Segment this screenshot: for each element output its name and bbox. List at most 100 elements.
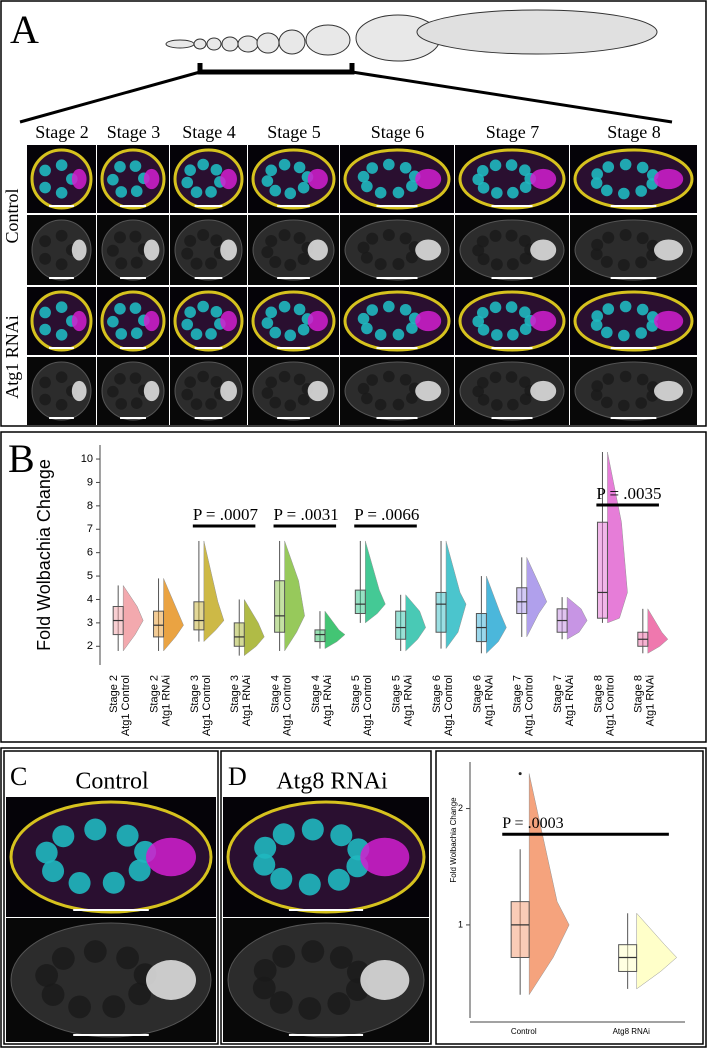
condition-label: Atg1 RNAi xyxy=(2,315,22,399)
x-tick-label: Atg1 Control xyxy=(201,675,213,736)
nucleus xyxy=(181,176,194,189)
micrograph xyxy=(27,215,96,285)
nucleus xyxy=(55,186,68,199)
micrograph xyxy=(248,357,339,425)
signal xyxy=(415,380,442,402)
nucleus xyxy=(392,328,405,341)
p-value: P = .0066 xyxy=(354,505,419,524)
nucleus xyxy=(601,326,613,339)
nucleus xyxy=(507,186,519,199)
p-value: P = .0035 xyxy=(596,484,661,503)
micrograph xyxy=(97,287,169,355)
dark-region xyxy=(115,398,128,410)
box xyxy=(395,610,407,640)
nucleus xyxy=(55,301,68,314)
nucleus xyxy=(406,322,418,334)
nucleus xyxy=(489,159,502,172)
x-tick-label: Atg1 RNAi xyxy=(322,675,334,726)
oocyte-signal xyxy=(307,168,328,190)
nucleus xyxy=(489,301,502,314)
dark-region xyxy=(636,232,649,245)
dark-region xyxy=(39,252,52,265)
dark-region xyxy=(518,234,531,247)
y-tick-label: 5 xyxy=(87,570,93,582)
micrograph xyxy=(570,357,697,425)
dark-region xyxy=(519,252,532,265)
box xyxy=(516,587,528,615)
nucleus xyxy=(636,303,649,316)
micrograph xyxy=(223,918,429,1042)
dark-region xyxy=(617,258,630,271)
violin xyxy=(636,912,678,990)
x-tick-label: Atg1 RNAi xyxy=(241,675,253,726)
nucleus xyxy=(298,873,321,896)
dark-region xyxy=(41,983,65,1007)
nucleus xyxy=(55,159,68,172)
y-axis-label: Fold Wolbachia Change xyxy=(449,797,458,883)
signal xyxy=(143,380,160,402)
nucleus xyxy=(107,173,119,186)
dark-region xyxy=(298,997,322,1020)
x-tick-label: Atg1 RNAi xyxy=(483,675,495,726)
x-tick-label: Stage 7 xyxy=(512,675,524,713)
nucleus xyxy=(636,161,649,174)
panel-label: C xyxy=(10,762,27,791)
dark-region xyxy=(601,396,613,409)
zoom-line xyxy=(351,70,673,124)
nucleus xyxy=(278,300,291,313)
micrograph xyxy=(455,215,569,285)
dark-region xyxy=(392,398,405,411)
nucleus xyxy=(254,836,277,859)
micrograph xyxy=(248,215,339,285)
x-tick-label: Atg1 RNAi xyxy=(403,675,415,726)
nucleus xyxy=(269,326,282,339)
nucleus xyxy=(265,164,278,177)
y-tick-label: 7 xyxy=(87,523,93,535)
dark-region xyxy=(39,235,52,248)
dark-region xyxy=(184,376,196,388)
nucleus xyxy=(383,158,395,171)
dark-region xyxy=(472,244,485,257)
micrograph xyxy=(6,797,216,917)
nucleus xyxy=(115,328,128,340)
micrograph xyxy=(455,287,569,355)
dark-region xyxy=(269,255,282,268)
signal xyxy=(143,239,160,261)
x-tick-label: Control xyxy=(511,1027,537,1036)
panel-b-frame xyxy=(0,431,707,743)
nucleus xyxy=(327,868,350,891)
dark-region xyxy=(519,376,531,388)
nucleus xyxy=(392,186,405,199)
dark-region xyxy=(489,371,502,384)
nucleus xyxy=(278,158,291,171)
oocyte-signal xyxy=(143,168,160,190)
y-tick-label: 3 xyxy=(87,617,93,629)
dark-region xyxy=(635,397,647,409)
dark-region xyxy=(210,375,223,388)
nucleus xyxy=(297,181,310,194)
micrograph xyxy=(248,145,339,213)
p-value: P = .0007 xyxy=(193,505,259,524)
dark-region xyxy=(272,945,296,968)
nucleus xyxy=(374,186,387,199)
dark-region xyxy=(374,258,387,271)
x-tick-label: Atg1 Control xyxy=(120,675,132,736)
dark-region xyxy=(269,396,282,409)
x-tick-label: Atg1 Control xyxy=(443,675,455,736)
nucleus xyxy=(129,302,142,314)
nucleus xyxy=(472,315,485,328)
micrograph xyxy=(97,215,169,285)
micrograph xyxy=(27,357,96,425)
nucleus xyxy=(591,168,603,180)
dark-region xyxy=(106,244,119,257)
nucleus xyxy=(491,187,503,199)
nucleus xyxy=(366,162,379,174)
nucleus xyxy=(39,164,51,177)
dark-region xyxy=(39,393,51,406)
x-tick-label: Stage 3 xyxy=(189,675,201,713)
signal xyxy=(360,960,410,1000)
dark-region xyxy=(114,372,126,385)
nucleus xyxy=(116,824,139,847)
oocyte-signal xyxy=(307,310,328,332)
nucleus xyxy=(477,182,490,194)
